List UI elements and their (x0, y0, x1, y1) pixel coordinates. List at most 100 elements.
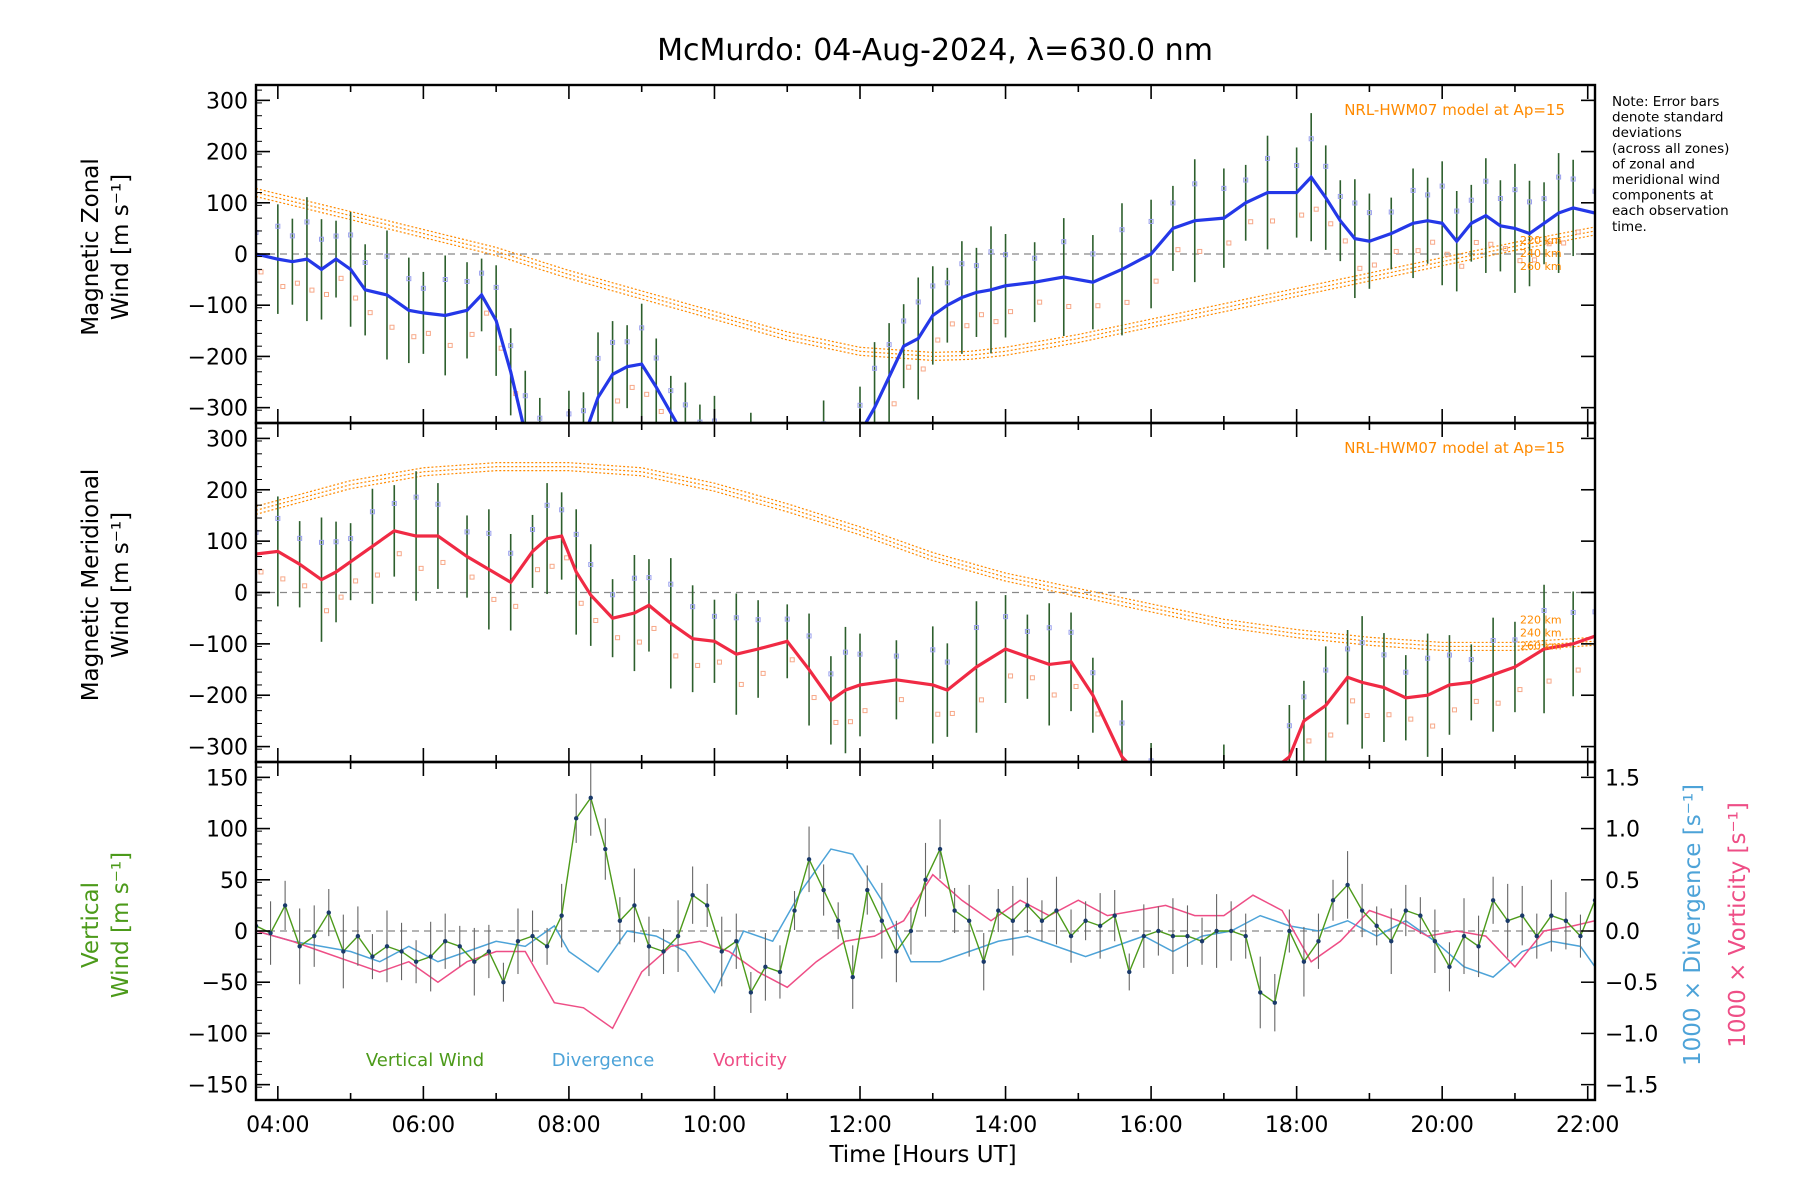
y-tick-label: −300 (188, 397, 248, 422)
zone-marker (1095, 711, 1101, 717)
zone-marker (1495, 700, 1501, 706)
zone-marker (1029, 675, 1035, 681)
zone-marker (535, 567, 541, 573)
zone-marker (493, 284, 499, 290)
zone-marker (755, 617, 761, 623)
zone-marker (440, 559, 446, 565)
zone-marker (862, 708, 868, 714)
zone-marker (552, 444, 556, 448)
zone-marker (615, 635, 621, 641)
zone-marker (674, 429, 678, 433)
note-line: each observation (1612, 203, 1729, 219)
zone-marker (1408, 716, 1414, 722)
model-curve-1 (256, 466, 1595, 648)
zone-marker (639, 325, 645, 331)
legend-divergence: Divergence (552, 1050, 655, 1071)
y-tick-label: 200 (206, 479, 248, 504)
zone-marker (1561, 240, 1567, 246)
vorticity-line (256, 873, 1595, 1030)
zone-marker (891, 401, 897, 407)
zone-marker (469, 331, 475, 337)
zone-marker (289, 233, 295, 239)
zone-marker (1124, 299, 1130, 305)
x-tick-label: 10:00 (683, 1113, 746, 1138)
zone-marker (944, 280, 950, 286)
zone-marker (811, 695, 817, 701)
zone-marker (1003, 252, 1009, 258)
y-tick-label: 0 (234, 582, 248, 607)
zone-marker (636, 639, 642, 645)
zone-marker (1328, 221, 1334, 227)
vertical-wind-point (443, 939, 448, 944)
vertical-wind-point (297, 944, 302, 949)
vertical-wind-point (821, 887, 826, 893)
y-tick-label: 100 (206, 192, 248, 217)
vertical-wind-point (632, 903, 637, 908)
y-axis-label-vertical-2: Wind [m s⁻¹] (108, 852, 134, 998)
zone-marker (396, 551, 402, 557)
y-tick-label: 150 (206, 766, 248, 791)
vertical-wind-point (268, 930, 273, 936)
zone-marker (338, 594, 344, 600)
vertical-wind-point (1505, 918, 1510, 923)
zone-marker (646, 575, 652, 581)
zone-marker (537, 415, 543, 421)
zone-marker (658, 408, 664, 414)
zone-marker (1517, 258, 1523, 264)
zone-marker (318, 236, 324, 242)
zone-marker (898, 697, 904, 703)
zone-marker (1425, 655, 1431, 661)
zone-marker (1248, 219, 1254, 225)
zone-marker (1502, 246, 1508, 252)
vertical-wind-point (282, 903, 288, 908)
vertical-wind-point (1578, 933, 1583, 939)
vertical-wind-point (486, 949, 492, 954)
plot-area (256, 462, 1602, 762)
zone-marker (348, 536, 354, 542)
zone-marker (930, 283, 936, 289)
zone-marker (1051, 692, 1057, 698)
zone-marker (920, 366, 926, 372)
zone-marker (464, 529, 470, 535)
vertical-wind-point (472, 959, 477, 964)
zone-marker (389, 324, 395, 330)
zone-marker (872, 365, 878, 371)
zone-marker (1345, 646, 1351, 652)
right-tick-label: 0.0 (1605, 920, 1640, 945)
vertical-wind-point (1170, 933, 1176, 939)
zone-marker (564, 555, 570, 561)
zone-marker (857, 651, 863, 657)
zone-marker (280, 284, 286, 290)
zone-marker (1119, 720, 1125, 726)
right-tick-label: 0.5 (1605, 869, 1640, 894)
zone-marker (1323, 163, 1329, 169)
zone-marker (348, 232, 354, 238)
zone-marker (863, 455, 867, 459)
zone-marker (1451, 707, 1457, 713)
y-tick-label: −100 (188, 1022, 248, 1047)
model-altitude-label: 220 km (1520, 234, 1562, 247)
chart-title: McMurdo: 04-Aug-2024, λ=630.0 nm (657, 33, 1213, 68)
zone-marker (1425, 192, 1431, 198)
zone-marker (464, 278, 470, 284)
zone-marker (1512, 187, 1518, 193)
vertical-wind-point (355, 933, 361, 939)
zone-marker (1598, 654, 1602, 658)
zone-marker (964, 323, 970, 329)
zone-marker (959, 261, 965, 267)
zone-marker (1090, 251, 1096, 257)
zone-marker (479, 270, 485, 276)
zone-marker (333, 233, 339, 239)
vertical-wind-point (835, 918, 841, 923)
zone-marker (1490, 637, 1496, 643)
plot-area (256, 113, 1595, 463)
zone-marker (586, 459, 590, 463)
legend-vorticity: Vorticity (713, 1050, 787, 1071)
right-tick-label: 1.5 (1605, 766, 1640, 791)
zone-marker (915, 299, 921, 305)
y-axis-label-vertical-1: Vertical (78, 882, 104, 968)
vertical-wind-point (1025, 903, 1030, 908)
vertical-wind-point (865, 887, 870, 893)
zone-marker (973, 625, 979, 631)
vertical-wind-point (617, 918, 623, 923)
